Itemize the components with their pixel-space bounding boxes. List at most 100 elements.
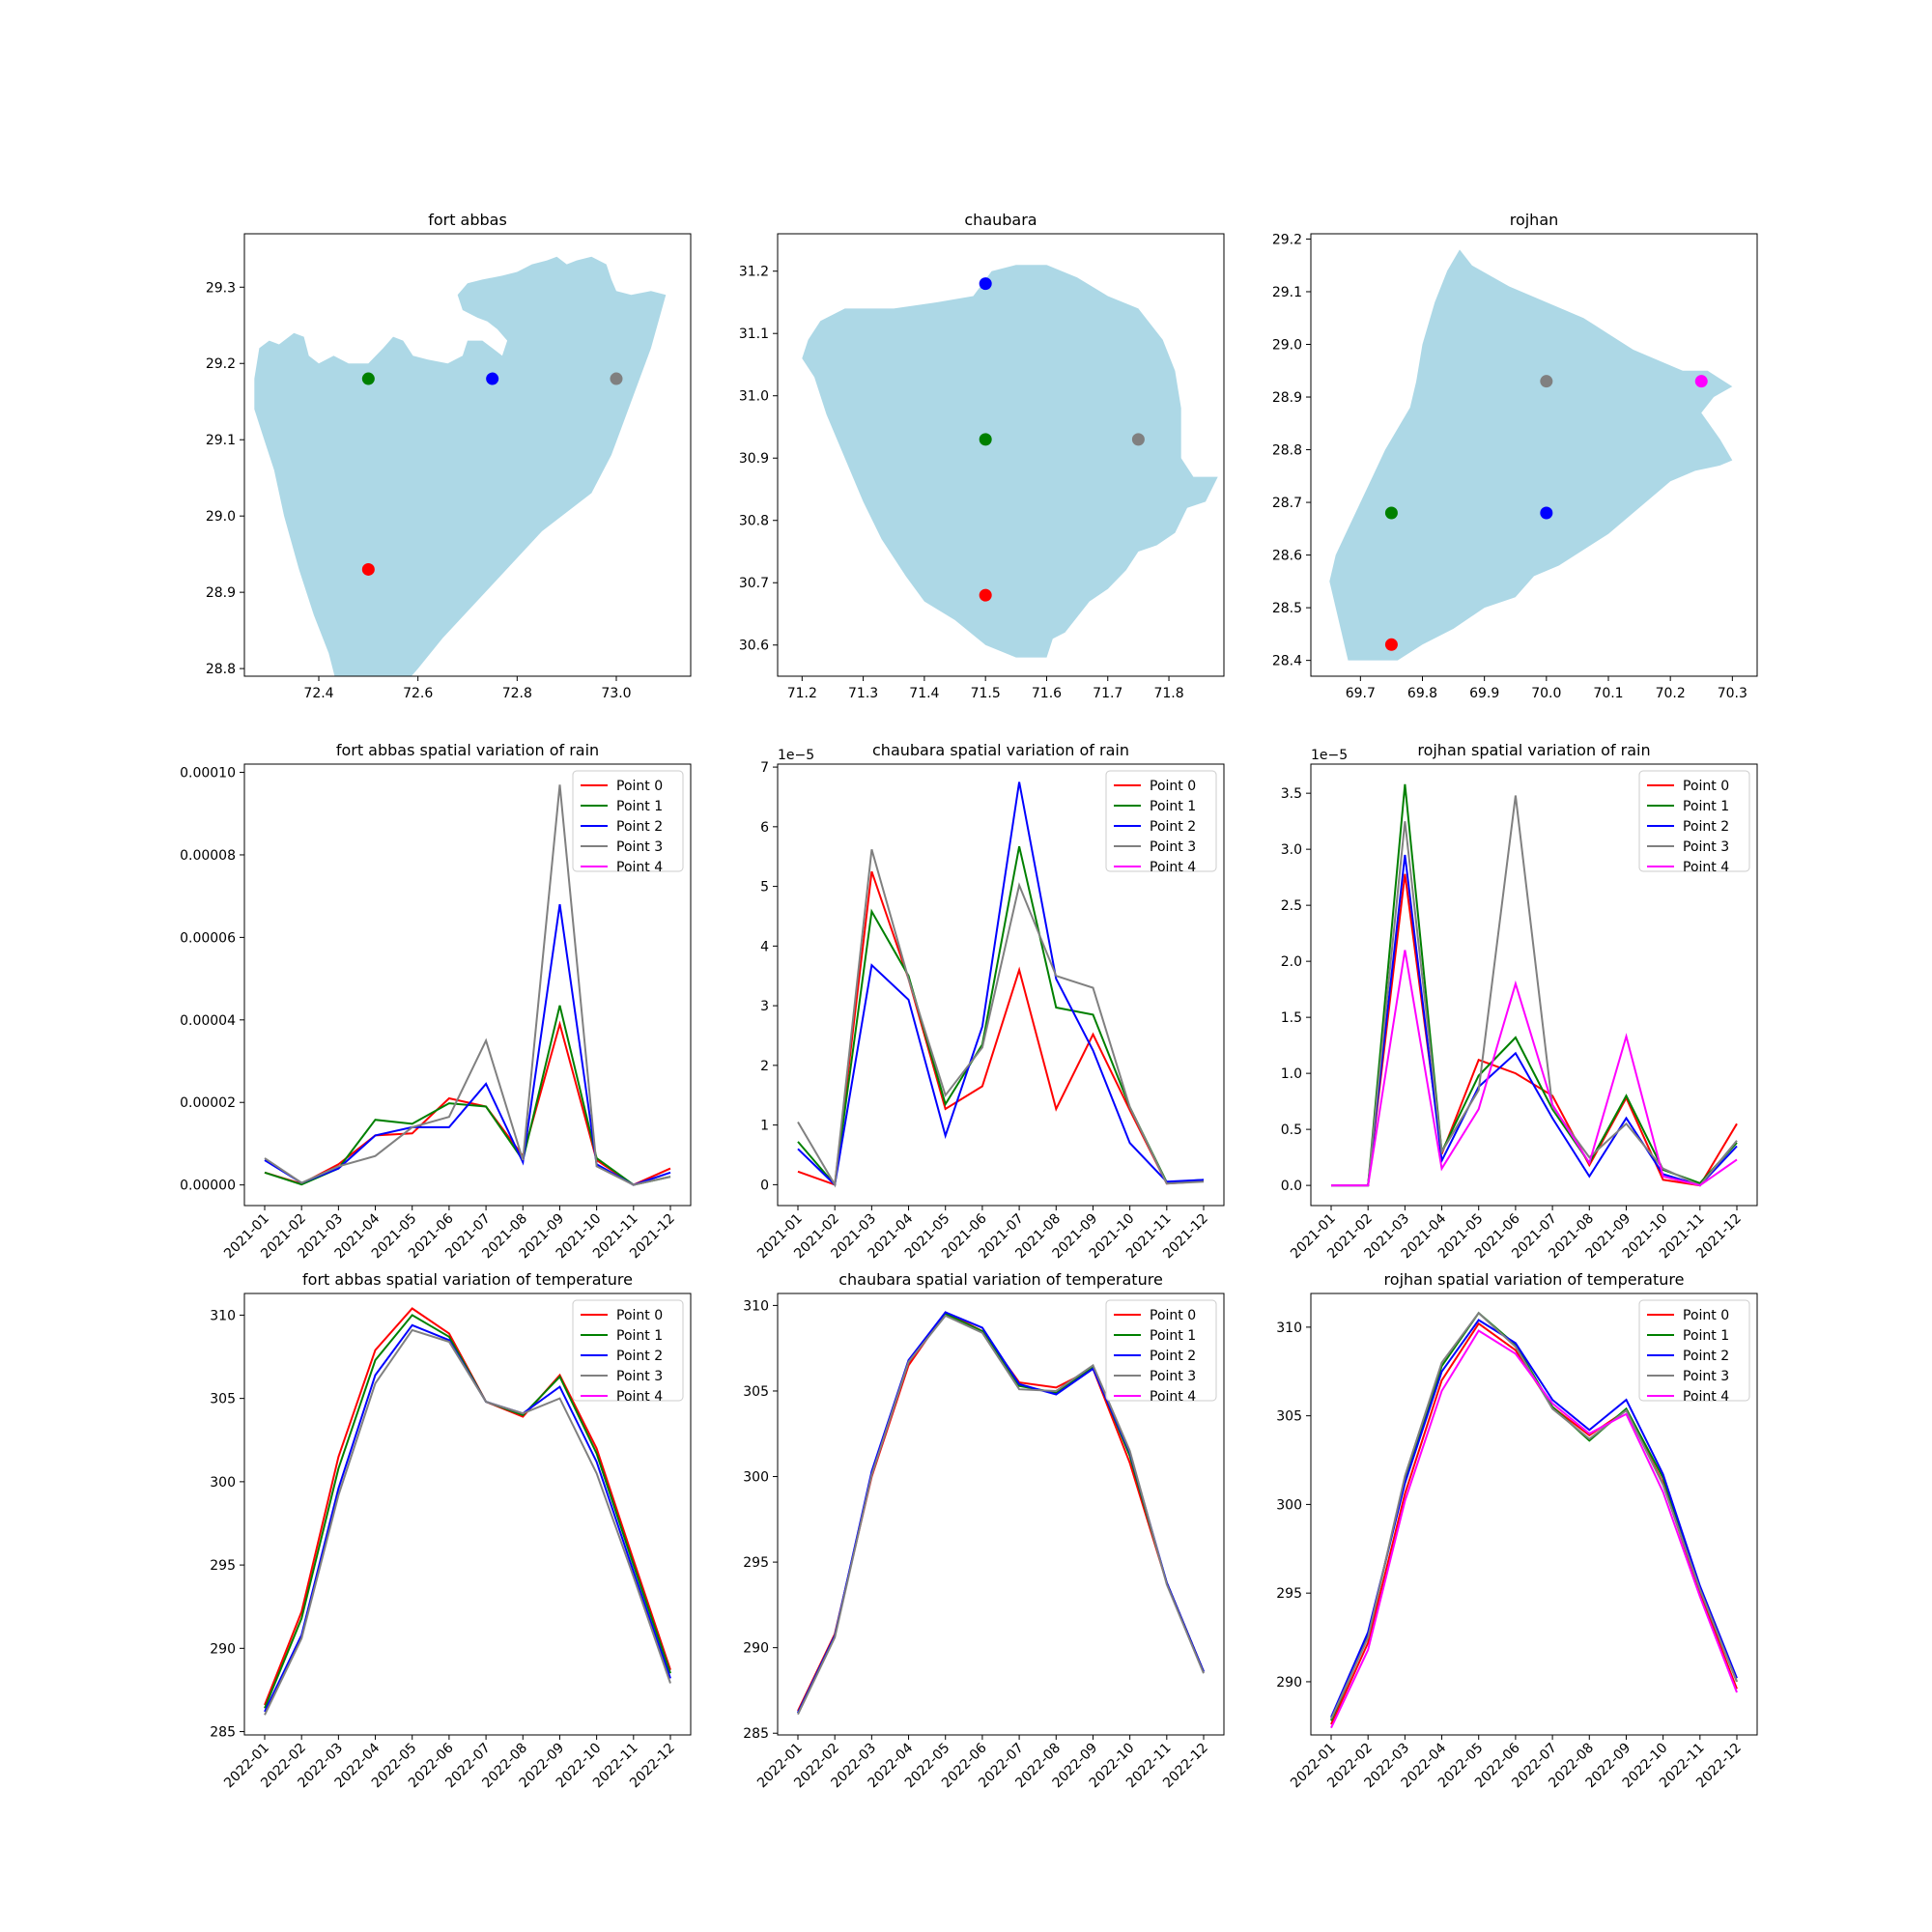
y-tick-label: 1.0 — [1281, 1066, 1302, 1082]
chart-panel-rain_rojhan: rojhan spatial variation of rain 0.0 0.5 1.… — [1281, 741, 1758, 1262]
chart-title: rojhan — [1510, 211, 1559, 229]
y-tick-label: 305 — [1276, 1409, 1302, 1425]
region-shape — [1329, 249, 1733, 661]
legend-label-point-3: Point 3 — [1683, 839, 1729, 855]
series-line-point-2 — [797, 781, 1205, 1187]
series-line-point-3 — [797, 849, 1205, 1188]
y-tick-label: 310 — [743, 1298, 769, 1314]
y-tick-label: 0.00010 — [180, 766, 236, 781]
y-tick-label: 0 — [760, 1178, 769, 1193]
y-tick-label: 305 — [743, 1384, 769, 1400]
chart-panel-map_chaubara: chaubara 30.6 30.7 30.8 30.9 31.0 31.1 31.2 71.2… — [739, 211, 1225, 701]
y-tick-label: 290 — [210, 1641, 236, 1657]
x-tick-label: 71.4 — [909, 686, 939, 701]
y-tick-label: 0.00000 — [180, 1179, 236, 1194]
legend-label-point-3: Point 3 — [1150, 839, 1196, 855]
legend-label-point-4: Point 4 — [1150, 860, 1196, 875]
chart-title: chaubara spatial variation of rain — [872, 741, 1129, 759]
legend-label-point-1: Point 1 — [1150, 1328, 1196, 1344]
map-point-point-2 — [486, 372, 499, 385]
x-tick-label: 71.5 — [971, 686, 1001, 701]
legend-label-point-4: Point 4 — [1150, 1389, 1196, 1405]
x-tick-label: 70.0 — [1531, 686, 1561, 701]
axes-frame — [777, 763, 1225, 1207]
legend-label-point-3: Point 3 — [616, 1369, 663, 1384]
map-point-point-0 — [1384, 638, 1398, 651]
x-tick-label: 69.8 — [1407, 686, 1437, 701]
y-tick-label: 29.2 — [1272, 232, 1302, 247]
y-tick-label: 0.5 — [1281, 1122, 1302, 1138]
legend-label-point-4: Point 4 — [616, 860, 663, 875]
x-tick-label: 71.2 — [787, 686, 817, 701]
y-tick-label: 2.5 — [1281, 898, 1302, 914]
y-tick-label: 0.0 — [1281, 1179, 1302, 1194]
y-tick-label: 2.0 — [1281, 954, 1302, 970]
chart-panel-temp_rojhan: rojhan spatial variation of temperature 2… — [1276, 1270, 1758, 1791]
y-tick-label: 3.0 — [1281, 842, 1302, 858]
x-tick-label: 72.6 — [403, 686, 433, 701]
plot-area — [1329, 249, 1733, 661]
y-tick-label: 290 — [743, 1641, 769, 1657]
plot-area — [264, 784, 671, 1186]
y-tick-label: 295 — [1276, 1586, 1302, 1602]
y-tick-label: 295 — [743, 1555, 769, 1571]
legend-label-point-4: Point 4 — [1683, 860, 1729, 875]
y-tick-label: 290 — [1276, 1675, 1302, 1690]
y-tick-label: 305 — [210, 1392, 236, 1407]
legend-label-point-0: Point 0 — [616, 1308, 663, 1323]
y-tick-label: 28.8 — [206, 662, 236, 677]
axes-frame — [243, 233, 692, 677]
map-point-point-3 — [1540, 375, 1553, 388]
y-tick-label: 0.00008 — [180, 848, 236, 864]
map-point-point-3 — [610, 372, 623, 385]
legend-label-point-1: Point 1 — [616, 1328, 663, 1344]
y-offset-label: 1e−5 — [1311, 748, 1348, 763]
y-tick-label: 28.7 — [1272, 496, 1302, 511]
map-point-point-0 — [361, 562, 375, 576]
map-point-point-2 — [1540, 506, 1553, 520]
y-tick-label: 29.3 — [206, 280, 236, 296]
legend-label-point-2: Point 2 — [616, 1349, 663, 1364]
x-tick-label: 71.6 — [1032, 686, 1062, 701]
chart-panel-rain_chaubara: chaubara spatial variation of rain 0 1 2 3 4 5… — [754, 741, 1225, 1262]
y-tick-label: 1.5 — [1281, 1010, 1302, 1026]
legend-label-point-4: Point 4 — [1683, 1389, 1729, 1405]
x-tick-label: 70.3 — [1718, 686, 1747, 701]
series-line-point-3 — [797, 1314, 1205, 1716]
legend-label-point-2: Point 2 — [1683, 819, 1729, 835]
x-tick-label: 73.0 — [601, 686, 631, 701]
legend: Point 0 Point 1 Point 2 Point 3 Point 4 — [1638, 1299, 1750, 1405]
axes-frame — [1310, 1293, 1758, 1736]
chart-panel-temp_chaubara: chaubara spatial variation of temperatur… — [743, 1270, 1225, 1791]
y-tick-label: 1 — [760, 1119, 769, 1134]
y-tick-label: 4 — [760, 939, 769, 954]
y-tick-label: 300 — [1276, 1497, 1302, 1513]
legend-label-point-0: Point 0 — [1150, 779, 1196, 794]
legend-label-point-2: Point 2 — [1150, 819, 1196, 835]
series-line-point-3 — [264, 1328, 671, 1716]
legend-label-point-2: Point 2 — [1150, 1349, 1196, 1364]
y-tick-label: 0.00006 — [180, 930, 236, 946]
chart-title: fort abbas spatial variation of temperat… — [302, 1270, 633, 1289]
map-point-point-1 — [979, 433, 992, 446]
y-tick-label: 310 — [210, 1308, 236, 1323]
legend-label-point-4: Point 4 — [616, 1389, 663, 1405]
map-point-point-2 — [979, 277, 992, 291]
x-tick-label: 71.7 — [1093, 686, 1122, 701]
y-tick-label: 31.2 — [739, 265, 769, 280]
y-tick-label: 300 — [210, 1475, 236, 1491]
y-tick-label: 30.7 — [739, 576, 769, 591]
y-tick-label: 29.0 — [1272, 338, 1302, 354]
legend-label-point-2: Point 2 — [1683, 1349, 1729, 1364]
y-tick-label: 0.00002 — [180, 1095, 236, 1111]
axes-frame — [1310, 233, 1758, 677]
x-tick-label: 71.3 — [848, 686, 878, 701]
chart-panel-map_rojhan: rojhan 28.4 28.5 28.6 28.7 28.8 28.9 29.0 29.1 29… — [1272, 211, 1758, 701]
plot-area — [1331, 783, 1738, 1187]
map-point-point-1 — [361, 372, 375, 385]
chart-title: fort abbas spatial variation of rain — [336, 741, 599, 759]
legend: Point 0 Point 1 Point 2 Point 3 Point 4 — [1105, 770, 1217, 875]
chart-title: chaubara — [964, 211, 1037, 229]
y-tick-label: 29.0 — [206, 509, 236, 525]
axes-frame — [777, 1293, 1225, 1736]
